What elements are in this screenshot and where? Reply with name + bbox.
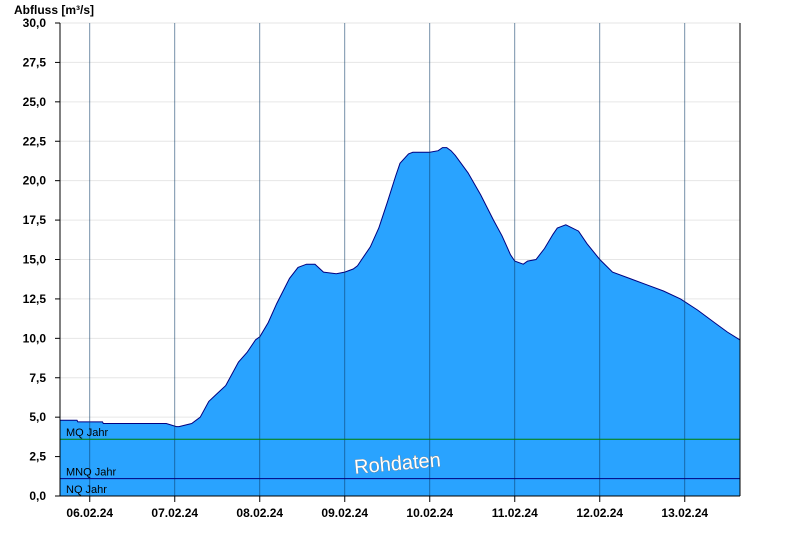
- x-tick-label: 07.02.24: [151, 506, 198, 520]
- reference-line-label: MNQ Jahr: [66, 467, 116, 479]
- y-axis-ticks: 0,0 2,5 5,0 7,5 10,0 12,5 15,0 17,5 20,0 22,5 25,0…: [23, 16, 60, 503]
- y-axis-title: Abfluss [m³/s]: [14, 3, 94, 17]
- x-tick-label: 12.02.24: [576, 506, 623, 520]
- x-tick-label: 11.02.24: [492, 506, 538, 520]
- x-tick-label: 09.02.24: [321, 506, 368, 520]
- discharge-area: [60, 147, 740, 496]
- y-tick-label: 27,5: [23, 55, 47, 69]
- y-tick-label: 22,5: [23, 134, 47, 148]
- plot-area: [60, 147, 741, 496]
- y-tick-label: 15,0: [23, 253, 47, 267]
- y-tick-label: 5,0: [29, 410, 46, 424]
- y-tick-label: 20,0: [23, 174, 47, 188]
- x-tick-label: 06.02.24: [66, 506, 113, 520]
- discharge-line: [60, 147, 741, 428]
- y-tick-label: 2,5: [29, 450, 46, 464]
- y-tick-label: 12,5: [23, 292, 47, 306]
- y-tick-label: 25,0: [23, 95, 47, 109]
- reference-line-label: NQ Jahr: [66, 484, 107, 496]
- x-tick-label: 13.02.24: [661, 506, 708, 520]
- y-tick-label: 0,0: [29, 489, 46, 503]
- day-separator-lines: [89, 23, 686, 496]
- reference-lines: MQ Jahr MNQ Jahr NQ Jahr: [60, 427, 740, 496]
- y-tick-label: 10,0: [23, 331, 47, 345]
- x-tick-label: 08.02.24: [236, 506, 283, 520]
- reference-line-label: MQ Jahr: [66, 427, 109, 439]
- y-tick-label: 17,5: [23, 213, 47, 227]
- x-tick-label: 10.02.24: [406, 506, 453, 520]
- y-tick-label: 7,5: [29, 371, 46, 385]
- x-axis-ticks: 06.02.24 07.02.24 08.02.24 09.02.24 10.02.24…: [66, 496, 708, 520]
- y-tick-label: 30,0: [23, 16, 47, 30]
